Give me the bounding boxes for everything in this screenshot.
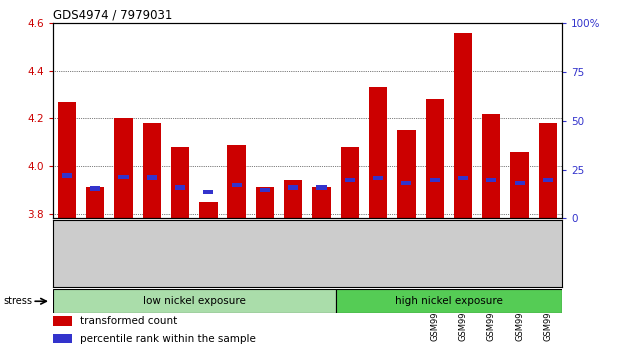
Bar (114, 118, 133, 218)
Bar (538, 123, 557, 218)
Bar (288, 185, 298, 190)
Bar (119, 175, 129, 179)
Bar (260, 188, 270, 192)
Bar (53, 316, 73, 326)
Bar (227, 144, 246, 218)
Bar (284, 180, 302, 218)
Bar (175, 185, 185, 190)
Bar (486, 178, 496, 182)
Bar (256, 187, 274, 218)
Bar (58, 102, 76, 218)
Bar (401, 181, 412, 185)
Text: high nickel exposure: high nickel exposure (395, 296, 503, 306)
Text: transformed count: transformed count (79, 316, 177, 326)
Bar (90, 187, 100, 191)
Text: low nickel exposure: low nickel exposure (143, 296, 246, 306)
Bar (482, 114, 501, 218)
Bar (341, 147, 359, 218)
Bar (458, 176, 468, 180)
Bar (86, 187, 104, 218)
Bar (425, 99, 444, 218)
Text: stress: stress (3, 296, 32, 306)
Bar (53, 289, 336, 313)
Bar (345, 178, 355, 182)
Bar (336, 289, 562, 313)
Bar (203, 190, 214, 194)
Bar (510, 152, 528, 218)
Bar (369, 87, 388, 218)
Text: percentile rank within the sample: percentile rank within the sample (79, 333, 255, 343)
Bar (53, 333, 73, 343)
Text: GDS4974 / 7979031: GDS4974 / 7979031 (53, 9, 172, 22)
Bar (143, 123, 161, 218)
Bar (317, 185, 327, 190)
Bar (232, 183, 242, 187)
Bar (171, 147, 189, 218)
Bar (397, 130, 415, 218)
Bar (430, 178, 440, 182)
Bar (312, 187, 331, 218)
Bar (543, 178, 553, 182)
Bar (199, 202, 217, 218)
Bar (62, 173, 72, 178)
Bar (515, 181, 525, 185)
Bar (373, 176, 383, 180)
Bar (147, 175, 157, 179)
Bar (454, 33, 472, 218)
